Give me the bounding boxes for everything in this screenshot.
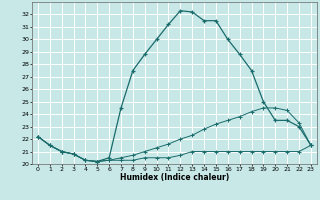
X-axis label: Humidex (Indice chaleur): Humidex (Indice chaleur) [120, 173, 229, 182]
